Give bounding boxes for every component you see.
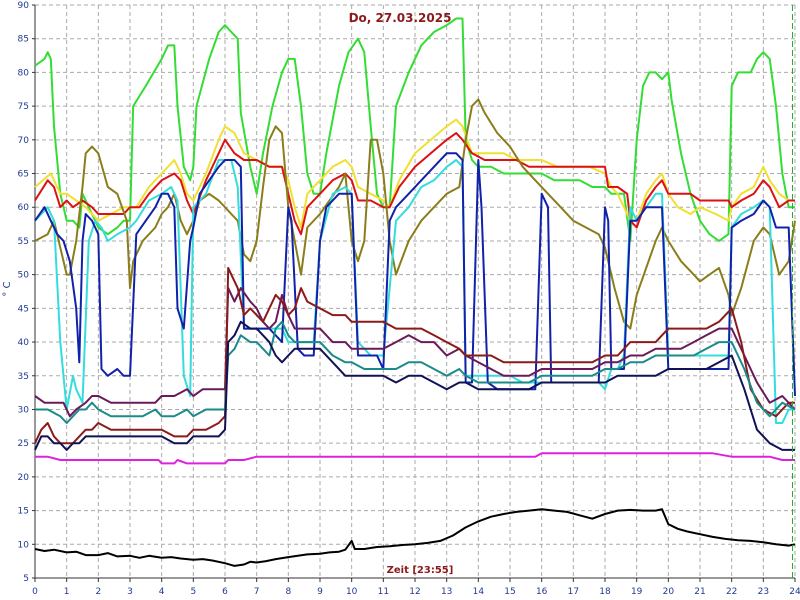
y-tick-label: 85 xyxy=(18,35,29,45)
x-tick-label: 9 xyxy=(317,587,323,597)
y-tick-label: 10 xyxy=(18,540,30,550)
x-tick-label: 24 xyxy=(789,587,800,597)
x-tick-label: 0 xyxy=(32,587,38,597)
x-tick-label: 13 xyxy=(441,587,452,597)
series-line-11 xyxy=(35,452,795,465)
x-tick-label: 14 xyxy=(473,587,485,597)
y-tick-label: 30 xyxy=(18,405,30,415)
y-tick-label: 60 xyxy=(18,203,30,213)
y-tick-label: 75 xyxy=(18,102,29,112)
x-tick-label: 11 xyxy=(378,587,389,597)
y-tick-label: 65 xyxy=(18,170,29,180)
x-tick-label: 10 xyxy=(346,587,358,597)
series-line-3 xyxy=(34,132,795,236)
x-axis-label: Zeit [23:55] xyxy=(387,565,454,576)
series-line-6 xyxy=(34,152,796,397)
series-lines xyxy=(34,17,796,567)
y-tick-label: 20 xyxy=(18,473,30,483)
x-tick-labels: 0 1 2 3 4 5 6 7 8 9 10 11 12 13 14 15 16 17 18 19 20 21 22 23 24 xyxy=(32,587,800,597)
x-tick-label: 19 xyxy=(631,587,643,597)
grid xyxy=(34,4,796,579)
y-tick-label: 5 xyxy=(23,574,29,584)
x-tick-label: 3 xyxy=(127,587,133,597)
x-tick-label: 2 xyxy=(95,587,101,597)
x-tick-label: 8 xyxy=(285,587,291,597)
y-tick-label: 15 xyxy=(18,507,29,517)
x-tick-label: 18 xyxy=(599,587,611,597)
y-tick-label: 55 xyxy=(18,237,29,247)
x-tick-label: 7 xyxy=(254,587,260,597)
y-axis-label: ° C xyxy=(2,281,13,296)
x-tick-label: 1 xyxy=(64,587,70,597)
series-line-9 xyxy=(35,320,796,424)
series-line-7 xyxy=(34,287,796,418)
y-tick-label: 25 xyxy=(18,439,29,449)
axes xyxy=(32,4,796,582)
x-tick-label: 23 xyxy=(758,587,769,597)
y-tick-label: 70 xyxy=(18,136,30,146)
x-tick-label: 5 xyxy=(190,587,196,597)
y-tick-label: 80 xyxy=(18,68,30,78)
y-tick-label: 45 xyxy=(18,304,29,314)
x-tick-label: 22 xyxy=(726,587,737,597)
series-line-1 xyxy=(34,17,795,242)
x-tick-label: 21 xyxy=(694,587,705,597)
x-tick-label: 6 xyxy=(222,587,228,597)
series-line-12 xyxy=(34,508,796,567)
x-tick-label: 17 xyxy=(568,587,579,597)
y-tick-label: 40 xyxy=(18,338,30,348)
y-tick-labels: 5 10 15 20 25 30 35 40 45 50 55 60 65 70 75 80 85 90 xyxy=(18,1,30,584)
x-tick-label: 16 xyxy=(536,587,548,597)
y-tick-label: 50 xyxy=(18,271,30,281)
y-tick-label: 35 xyxy=(18,372,29,382)
series-line-2 xyxy=(34,118,795,229)
x-tick-label: 4 xyxy=(159,587,165,597)
x-tick-label: 20 xyxy=(663,587,675,597)
y-tick-label: 90 xyxy=(18,1,30,11)
x-tick-label: 12 xyxy=(409,587,420,597)
series-line-10 xyxy=(34,320,795,451)
x-tick-label: 15 xyxy=(504,587,515,597)
series-line-8 xyxy=(34,266,795,445)
chart-title: Do, 27.03.2025 xyxy=(349,11,452,25)
series-line-4 xyxy=(34,98,796,330)
